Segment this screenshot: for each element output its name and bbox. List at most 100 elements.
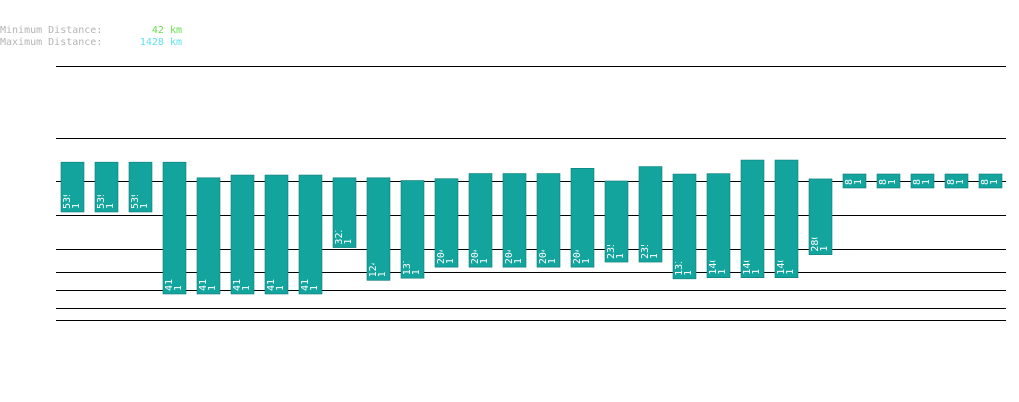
- bar-rect: [264, 174, 289, 295]
- distance-summary: Minimum Distance: 42 km Maximum Distance:…: [0, 25, 182, 49]
- bar-max-label: 1063 km: [819, 209, 830, 251]
- bar-rect: [740, 159, 765, 278]
- bar-min-label: 204 km: [504, 228, 515, 264]
- bar-rect: [162, 161, 187, 295]
- bar-max-label: 1386 km: [139, 167, 150, 209]
- bar-rect: [230, 174, 255, 295]
- bar-min-label: 41 km: [266, 261, 277, 291]
- bar-max-label: 1167 km: [479, 222, 490, 264]
- bar-min-label: 8 km: [878, 161, 889, 185]
- distance-bar: 124 km1085 km: [366, 177, 391, 281]
- bar-max-label: 1100 km: [989, 143, 1000, 185]
- bar-max-label: 1427 km: [751, 233, 762, 275]
- distance-bar: 204 km1167 km: [536, 173, 561, 268]
- bar-min-label: 124 km: [368, 241, 379, 277]
- distance-bar: 140 km1427 km: [774, 159, 799, 278]
- bar-min-label: 41 km: [232, 261, 243, 291]
- bar-min-label: 137 km: [402, 239, 413, 275]
- bar-min-label: 204 km: [572, 228, 583, 264]
- bar-min-label: 235 km: [606, 223, 617, 259]
- distance-bar: 539 km1386 km: [128, 161, 153, 213]
- distance-bar: 204 km1167 km: [468, 173, 493, 268]
- bar-rect: [978, 173, 1003, 189]
- bar-max-label: 1023 km: [615, 217, 626, 259]
- bar-rect: [94, 161, 119, 213]
- distance-bar: 133 km1157 km: [672, 173, 697, 280]
- bar-rect: [298, 174, 323, 295]
- bar-rect: [196, 177, 221, 295]
- bar-min-label: 280 km: [810, 216, 821, 252]
- distance-bar: 235 km1023 km: [604, 180, 629, 263]
- bar-max-label: 1167 km: [547, 222, 558, 264]
- bar-max-label: 1157 km: [683, 234, 694, 276]
- bar-rect: [910, 173, 935, 189]
- bar-rect: [672, 173, 697, 280]
- bar-min-label: 8 km: [912, 161, 923, 185]
- bar-rect: [468, 173, 493, 268]
- bar-max-label: 1386 km: [105, 167, 116, 209]
- bar-rect: [400, 180, 425, 279]
- bar-min-label: 41 km: [198, 261, 209, 291]
- bar-max-label: 1386 km: [71, 167, 82, 209]
- bar-min-label: 41 km: [164, 261, 175, 291]
- bar-max-label: 1100 km: [921, 143, 932, 185]
- distance-bar: 204 km1268 km: [570, 167, 595, 268]
- distance-bar: 140 km1427 km: [740, 159, 765, 278]
- bar-rect: [604, 180, 629, 263]
- bar-max-label: 1100 km: [887, 143, 898, 185]
- bar-rect: [876, 173, 901, 189]
- bar-rect: [128, 161, 153, 213]
- bar-rect: [842, 173, 867, 189]
- minimum-distance-value: 42 km: [151, 25, 182, 36]
- bar-max-label: 1085 km: [207, 249, 218, 291]
- distance-bar: 41 km1085 km: [196, 177, 221, 295]
- distance-bar: 323 km1085 km: [332, 177, 357, 248]
- distance-bar: 140 km1165 km: [706, 173, 731, 278]
- distance-bar: 539 km1386 km: [60, 161, 85, 213]
- bar-min-label: 8 km: [946, 161, 957, 185]
- maximum-distance-label: Maximum Distance:: [0, 37, 103, 48]
- distance-bar: 41 km1138 km: [230, 174, 255, 295]
- bar-max-label: 1167 km: [513, 222, 524, 264]
- bar-max-label: 1085 km: [343, 202, 354, 244]
- distance-bar: 137 km1032 km: [400, 180, 425, 279]
- bar-min-label: 539 km: [62, 173, 73, 209]
- bar-min-label: 204 km: [538, 228, 549, 264]
- distance-bar: 41 km1138 km: [264, 174, 289, 295]
- bar-rect: [536, 173, 561, 268]
- bar-max-label: 1100 km: [853, 143, 864, 185]
- bar-max-label: 1301 km: [649, 217, 660, 259]
- maximum-distance-row: Maximum Distance: 1428 km: [0, 37, 182, 49]
- minimum-distance-label: Minimum Distance:: [0, 25, 103, 36]
- bar-max-label: 1032 km: [411, 233, 422, 275]
- bar-rect: [774, 159, 799, 278]
- bar-min-label: 235 km: [640, 223, 651, 259]
- bar-max-label: 1100 km: [955, 143, 966, 185]
- bar-min-label: 8 km: [980, 161, 991, 185]
- bar-max-label: 1386 km: [173, 249, 184, 291]
- bar-max-label: 1138 km: [309, 249, 320, 291]
- distance-bar: 41 km1138 km: [298, 174, 323, 295]
- bar-rect: [570, 167, 595, 268]
- bar-max-label: 1268 km: [581, 222, 592, 264]
- distance-bar: 204 km1167 km: [502, 173, 527, 268]
- bar-min-label: 140 km: [776, 239, 787, 275]
- minimum-distance-row: Minimum Distance: 42 km: [0, 25, 182, 37]
- bar-rect: [60, 161, 85, 213]
- maximum-distance-value: 1428 km: [139, 37, 182, 48]
- distance-bar: 204 km1068 km: [434, 178, 459, 268]
- bar-rect: [434, 178, 459, 268]
- bar-max-label: 1138 km: [275, 249, 286, 291]
- distance-bar: 280 km1063 km: [808, 178, 833, 255]
- bar-rect: [808, 178, 833, 255]
- bar-rect: [638, 166, 663, 263]
- bar-min-label: 140 km: [742, 239, 753, 275]
- bar-series: 539 km1386 km539 km1386 km539 km1386 km4…: [60, 143, 1003, 295]
- bar-max-label: 1085 km: [377, 235, 388, 277]
- distance-bar: 539 km1386 km: [94, 161, 119, 213]
- bar-rect: [502, 173, 527, 268]
